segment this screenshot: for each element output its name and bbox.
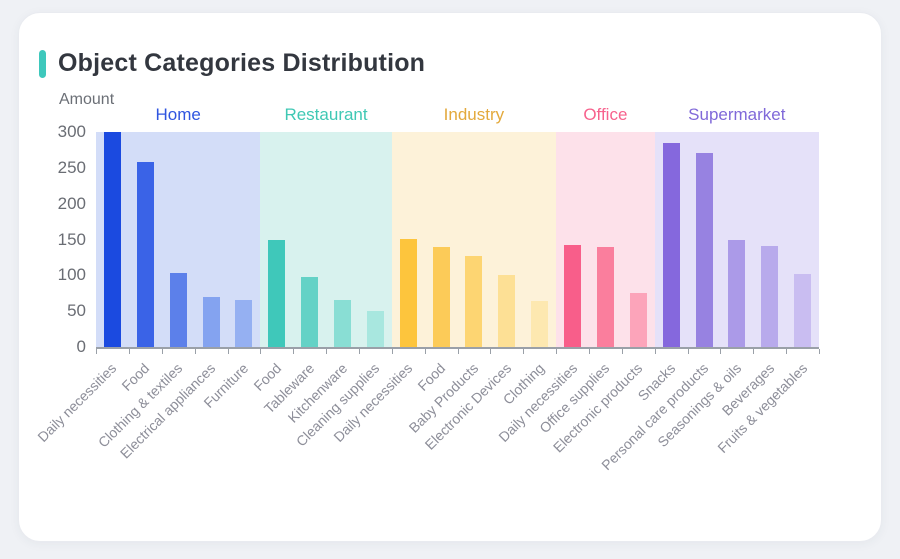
page-title: Object Categories Distribution: [58, 49, 426, 77]
x-axis-tick: [424, 349, 426, 354]
chart-card: Object Categories Distribution Amount Ho…: [18, 12, 882, 542]
x-axis-tick: [490, 349, 492, 354]
bar-daily-necessities: [399, 239, 417, 347]
x-axis-tick: [786, 349, 788, 354]
x-axis-tick: [227, 349, 229, 354]
y-tick-label-250: 250: [57, 157, 86, 177]
group-label-industry: Industry: [443, 105, 505, 124]
x-axis-tick: [358, 349, 360, 354]
y-tick-label-300: 300: [57, 122, 86, 141]
group-label-office: Office: [583, 105, 628, 124]
bar-electrical-appliances: [202, 297, 220, 347]
bar-electronic-products: [629, 293, 647, 347]
bar-daily-necessities: [564, 245, 581, 347]
y-tick-label-0: 0: [76, 337, 86, 356]
bar-snacks: [662, 143, 680, 347]
title-accent-bar: [39, 49, 46, 78]
x-axis-tick: [819, 349, 820, 354]
x-axis-tick: [621, 349, 623, 354]
bar-baby-products: [465, 256, 483, 347]
x-axis-tick: [161, 349, 163, 354]
x-axis-tick: [720, 349, 722, 354]
bar-electronic-devices: [498, 275, 516, 347]
y-axis-title: Amount: [59, 91, 115, 108]
x-axis-tick: [326, 349, 327, 354]
x-axis-tick: [589, 349, 590, 354]
x-axis-line: [96, 347, 819, 349]
x-axis-tick: [293, 349, 295, 354]
group-label-supermarket: Supermarket: [688, 105, 786, 124]
x-axis-tick: [556, 349, 558, 354]
bar-food: [268, 240, 286, 347]
bar-food: [136, 162, 154, 347]
bar-kitchenware: [334, 300, 351, 347]
bar-cleaning-supplies: [366, 311, 384, 347]
x-axis-tick: [128, 349, 130, 354]
x-axis-tick: [523, 349, 525, 354]
y-tick-label-50: 50: [67, 301, 86, 321]
x-axis-tick: [687, 349, 689, 354]
group-label-home: Home: [155, 105, 201, 124]
bar-clothing: [531, 301, 549, 347]
y-tick-label-200: 200: [57, 193, 86, 213]
chart-header: Object Categories Distribution: [39, 49, 425, 78]
bar-beverages: [761, 246, 779, 347]
bar-food: [432, 247, 450, 347]
bar-tableware: [301, 277, 319, 347]
group-label-restaurant: Restaurant: [284, 105, 368, 124]
x-axis-tick: [96, 349, 97, 354]
bar-office-supplies: [596, 247, 614, 347]
x-axis-tick: [753, 349, 755, 354]
x-axis-tick: [654, 349, 656, 354]
bar-daily-necessities: [103, 132, 121, 347]
bar-clothing-textiles: [169, 273, 187, 347]
bar-furniture: [235, 300, 253, 347]
x-axis-tick: [194, 349, 196, 354]
bar-seasonings-oils: [728, 240, 746, 347]
bar-chart: Home Daily necessities Food Clothing & text…: [19, 13, 881, 541]
y-tick-label-100: 100: [57, 265, 86, 285]
bar-personal-care-products: [695, 153, 713, 347]
x-axis-tick: [457, 349, 459, 354]
x-axis-tick: [260, 349, 262, 354]
y-tick-label-150: 150: [57, 229, 86, 249]
x-axis-tick: [391, 349, 393, 354]
bar-fruits-vegetables: [794, 274, 812, 347]
